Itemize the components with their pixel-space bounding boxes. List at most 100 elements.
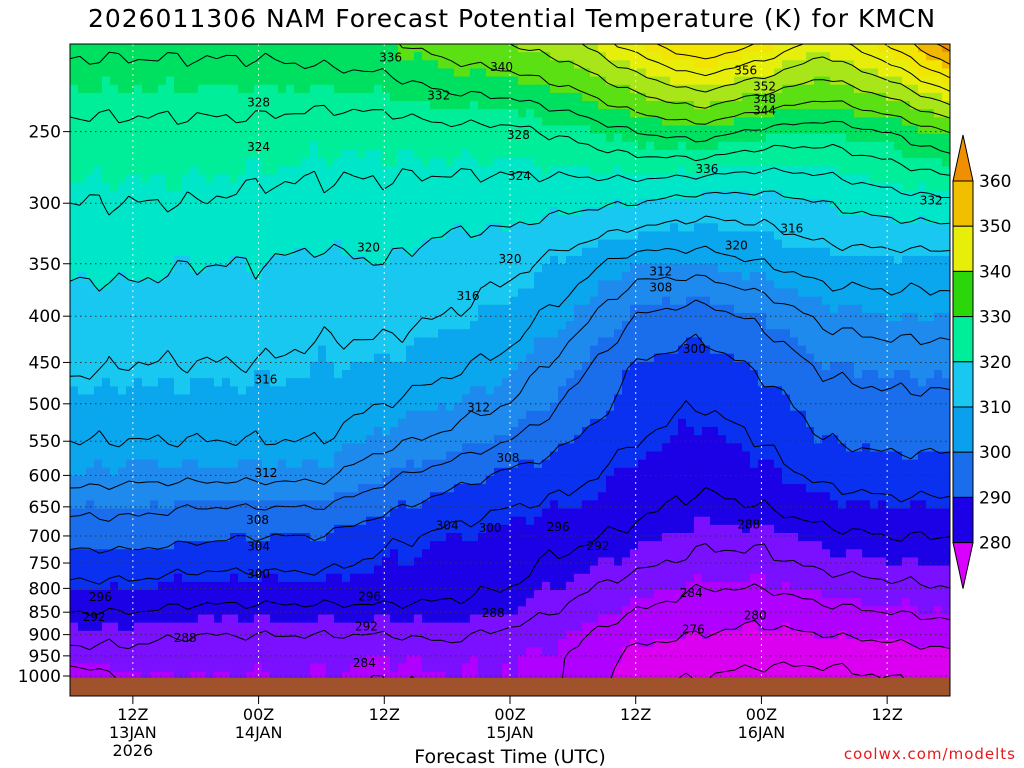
field-cell xyxy=(278,312,287,322)
field-cell xyxy=(566,264,575,273)
field-cell xyxy=(166,280,175,290)
field-cell xyxy=(166,606,175,616)
field-cell xyxy=(246,133,255,143)
field-cell xyxy=(286,492,295,501)
field-cell xyxy=(414,174,423,184)
field-cell xyxy=(502,272,511,281)
field-cell xyxy=(486,565,495,575)
field-cell xyxy=(382,296,391,306)
field-cell xyxy=(398,606,407,616)
field-cell xyxy=(470,149,479,159)
field-cell xyxy=(494,44,503,53)
field-cell xyxy=(238,638,247,648)
field-cell xyxy=(470,280,479,290)
field-cell xyxy=(558,549,567,559)
field-cell xyxy=(534,590,543,599)
field-cell xyxy=(358,508,367,518)
field-cell xyxy=(510,247,519,257)
field-cell xyxy=(214,638,223,648)
field-cell xyxy=(510,141,519,151)
field-cell xyxy=(534,345,543,355)
field-cell xyxy=(446,68,455,78)
field-cell xyxy=(350,508,359,518)
field-cell xyxy=(390,174,399,184)
field-cell xyxy=(238,264,247,273)
field-cell xyxy=(78,647,87,656)
field-cell xyxy=(182,272,191,281)
field-cell xyxy=(94,215,103,224)
field-cell xyxy=(302,370,311,379)
field-cell xyxy=(222,182,231,192)
field-cell xyxy=(278,598,287,607)
field-cell xyxy=(278,231,287,241)
field-cell xyxy=(438,174,447,184)
field-cell xyxy=(118,223,127,233)
field-cell xyxy=(462,622,471,632)
field-cell xyxy=(470,141,479,151)
field-cell xyxy=(454,255,463,265)
field-cell xyxy=(366,296,375,306)
field-cell xyxy=(510,198,519,208)
field-cell xyxy=(518,394,527,404)
field-cell xyxy=(286,614,295,624)
field-cell xyxy=(342,565,351,575)
field-cell xyxy=(222,255,231,265)
field-cell xyxy=(190,174,199,184)
field-cell xyxy=(446,573,455,583)
field-cell xyxy=(478,117,487,127)
field-cell xyxy=(534,533,543,542)
field-cell xyxy=(334,606,343,616)
field-cell xyxy=(334,60,343,70)
field-cell xyxy=(310,467,319,477)
field-cell xyxy=(318,606,327,616)
field-cell xyxy=(310,663,319,673)
field-cell xyxy=(382,418,391,428)
field-cell xyxy=(414,647,423,656)
field-cell xyxy=(502,223,511,233)
field-cell xyxy=(166,622,175,632)
field-cell xyxy=(326,467,335,477)
field-cell xyxy=(438,475,447,485)
field-cell xyxy=(486,312,495,322)
field-cell xyxy=(142,231,151,241)
field-cell xyxy=(486,459,495,469)
field-cell xyxy=(438,84,447,94)
field-cell xyxy=(430,92,439,102)
field-cell xyxy=(286,541,295,550)
field-cell xyxy=(430,581,439,591)
field-cell xyxy=(374,541,383,550)
field-cell xyxy=(302,622,311,632)
field-cell xyxy=(390,182,399,192)
field-cell xyxy=(158,402,167,412)
field-cell xyxy=(86,663,95,673)
field-cell xyxy=(382,174,391,184)
field-cell xyxy=(142,467,151,477)
field-cell xyxy=(110,573,119,583)
field-cell xyxy=(198,443,207,453)
field-cell xyxy=(414,370,423,379)
field-cell xyxy=(550,614,559,624)
field-cell xyxy=(518,573,527,583)
field-cell xyxy=(558,614,567,624)
field-cell xyxy=(542,557,551,567)
field-cell xyxy=(198,500,207,510)
field-cell xyxy=(334,239,343,249)
field-cell xyxy=(150,557,159,567)
field-cell xyxy=(102,141,111,151)
field-cell xyxy=(422,484,431,493)
field-cell xyxy=(254,247,263,257)
field-cell xyxy=(150,353,159,363)
field-cell xyxy=(270,215,279,224)
field-cell xyxy=(558,280,567,290)
field-cell xyxy=(214,557,223,567)
field-cell xyxy=(118,239,127,249)
field-cell xyxy=(382,321,391,330)
field-cell xyxy=(334,484,343,493)
field-cell xyxy=(518,182,527,192)
field-cell xyxy=(318,109,327,118)
field-cell xyxy=(526,166,535,175)
field-cell xyxy=(174,44,183,53)
field-cell xyxy=(318,386,327,396)
field-cell xyxy=(342,255,351,265)
field-cell xyxy=(174,410,183,420)
